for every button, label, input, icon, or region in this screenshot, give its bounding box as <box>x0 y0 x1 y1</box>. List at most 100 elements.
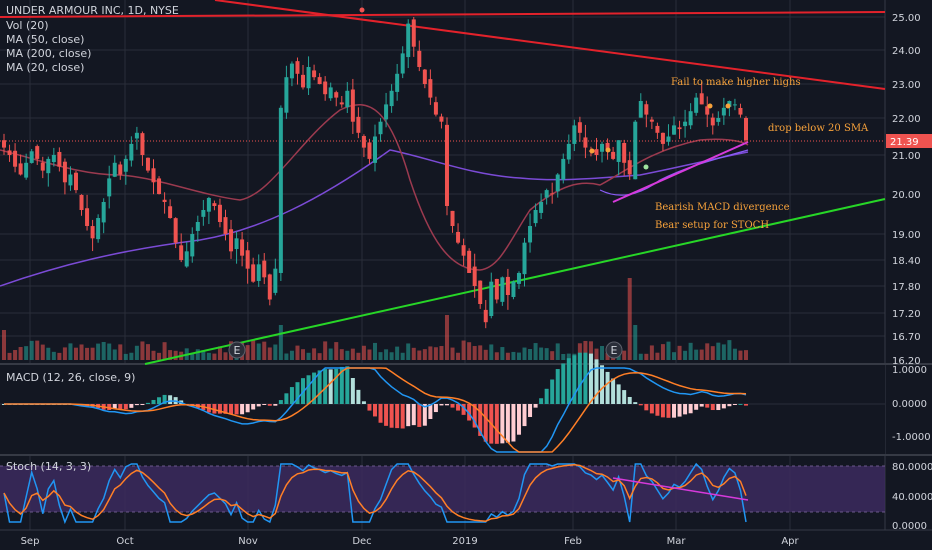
candle-body <box>450 210 455 226</box>
macd-bar <box>317 370 322 404</box>
volume-bar <box>705 343 710 360</box>
time-tick: Oct <box>116 536 133 547</box>
macd-bar <box>251 404 256 410</box>
candle-body <box>461 245 466 256</box>
candle-body <box>345 90 350 108</box>
volume-bar <box>600 345 605 360</box>
volume-bar <box>151 350 156 360</box>
candle-body <box>699 93 704 105</box>
candle-body <box>151 168 156 183</box>
earnings-marker[interactable]: E <box>228 341 246 359</box>
volume-bar <box>96 343 101 360</box>
macd-bar <box>406 404 411 427</box>
price-tick: 19.00 <box>892 230 921 241</box>
macd-bar <box>638 404 643 406</box>
candle-body <box>716 118 721 122</box>
macd-histogram <box>2 352 748 444</box>
candle-body <box>62 161 67 183</box>
candle-body <box>2 140 6 148</box>
macd-bar <box>744 404 748 406</box>
macd-bar <box>716 404 721 411</box>
volume-bar <box>317 353 322 360</box>
macd-bar <box>123 404 128 410</box>
volume-bar <box>384 349 389 360</box>
volume-bar <box>672 352 677 360</box>
candle-body <box>361 136 366 148</box>
volume-bar <box>217 346 222 360</box>
trendline-support[interactable] <box>144 198 886 365</box>
trendline-rising-lows[interactable] <box>612 141 749 203</box>
annotation-bear-stoch: Bear setup for STOCH <box>655 220 769 231</box>
candle-body <box>107 178 112 197</box>
candle-body <box>638 101 643 118</box>
volume-bar <box>7 352 12 360</box>
pivot-dot <box>725 103 731 109</box>
candle-body <box>428 79 433 98</box>
price-tick: 21.00 <box>892 151 921 162</box>
ma50-line <box>0 104 749 271</box>
candle-body <box>306 67 311 89</box>
volume-bar <box>583 340 588 360</box>
stoch-k-line <box>3 462 747 525</box>
volume-bar <box>694 349 699 360</box>
candle-body <box>478 280 483 304</box>
macd-bar <box>312 372 317 404</box>
time-axis[interactable]: Sep Oct Nov Dec 2019 Feb Mar Apr <box>21 536 800 547</box>
candle-body <box>611 151 616 159</box>
candle-body <box>456 231 461 243</box>
macd-bar <box>461 404 466 415</box>
macd-bar <box>605 371 610 404</box>
volume-bar <box>289 350 294 360</box>
candle-body <box>68 174 73 186</box>
candle-body <box>533 210 538 224</box>
candle-body <box>411 19 416 47</box>
candle-body <box>323 81 328 95</box>
volume-bar <box>450 347 455 360</box>
macd-bar <box>350 378 355 404</box>
earnings-marker[interactable]: E <box>605 341 623 359</box>
candle-body <box>262 260 267 278</box>
volume-bar <box>395 346 400 360</box>
candle-body <box>555 174 560 192</box>
macd-bar <box>688 404 693 414</box>
candle-body <box>721 107 726 116</box>
macd-bar <box>367 404 372 411</box>
macd-bar <box>550 379 555 404</box>
volume-bar <box>561 353 566 360</box>
volume-bar <box>301 349 306 360</box>
macd-bar <box>439 404 444 406</box>
volume-bar <box>539 347 544 360</box>
volume-bar <box>511 351 516 360</box>
macd-bar <box>666 404 671 418</box>
volume-bar <box>638 353 643 360</box>
macd-bar <box>256 404 261 407</box>
candle-body <box>73 172 78 191</box>
macd-panel: MACD (12, 26, close, 9) 1.0000 0.0000 -1… <box>0 352 931 454</box>
volume-bar <box>688 342 693 360</box>
macd-bar <box>644 404 649 411</box>
candle-body <box>483 309 488 323</box>
candle-body <box>24 162 29 178</box>
annotation-drop-sma: drop below 20 SMA <box>768 123 869 134</box>
trendline-top[interactable] <box>0 11 886 18</box>
annotation-bearish-macd: Bearish MACD divergence <box>655 202 790 213</box>
macd-bar <box>328 369 333 404</box>
macd-label: MACD (12, 26, close, 9) <box>6 371 135 384</box>
candle-body <box>101 202 106 223</box>
price-axis[interactable]: 25.00 24.00 23.00 22.00 21.00 20.00 19.00 18.40… <box>892 13 921 367</box>
macd-bar <box>472 404 477 428</box>
candle-body <box>400 53 405 74</box>
macd-bar <box>129 404 134 408</box>
candle-body <box>594 149 599 155</box>
macd-bar <box>345 366 350 404</box>
candle-body <box>655 125 660 133</box>
volume-bar <box>24 346 29 360</box>
volume-bar <box>206 352 211 360</box>
macd-bar <box>710 404 715 411</box>
candle-body <box>173 218 178 243</box>
macd-bar <box>289 387 294 404</box>
macd-bar <box>732 404 737 405</box>
candle-body <box>489 281 494 317</box>
macd-bar <box>112 404 117 409</box>
